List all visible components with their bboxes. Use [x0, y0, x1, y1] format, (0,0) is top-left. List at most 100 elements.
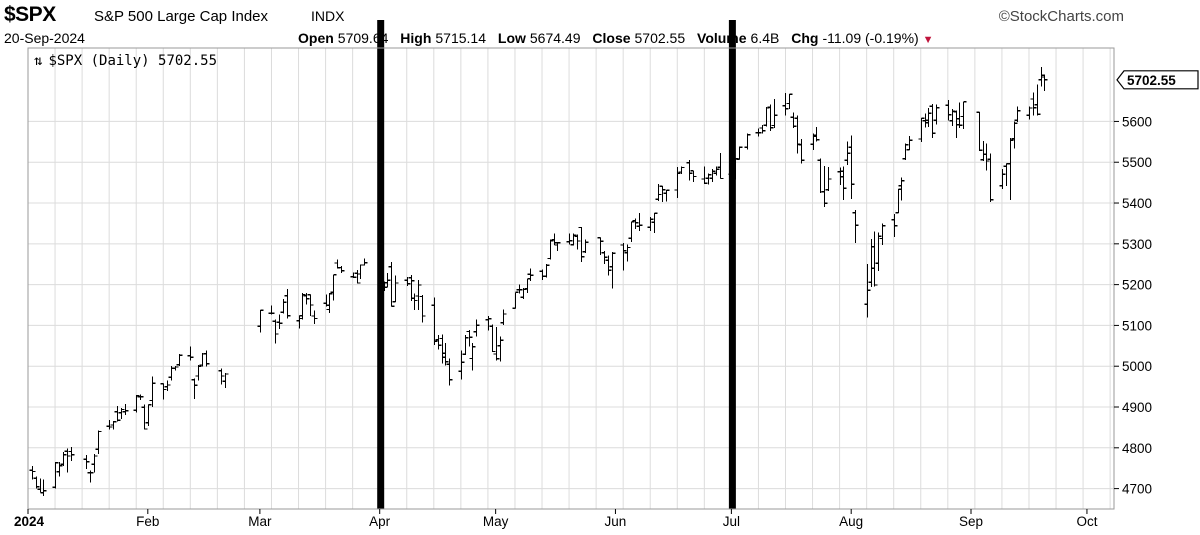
ohlc-bar: [705, 173, 712, 185]
ohlc-bar: [647, 216, 654, 232]
last-price-text: 5702.55: [1127, 73, 1176, 88]
ohlc-bar: [527, 268, 534, 281]
ohlc-bar: [361, 258, 368, 266]
ohlc-bar: [898, 177, 905, 201]
y-tick-label: 4900: [1122, 400, 1152, 415]
ohlc-bar: [195, 364, 202, 381]
ohlc-bar: [543, 264, 550, 278]
ohlc-bar: [578, 226, 585, 262]
ohlc-bar: [524, 278, 531, 293]
ohlc-bar: [875, 232, 882, 272]
grid: [27, 48, 1114, 509]
ohlc-bar: [566, 233, 573, 245]
ohlc-bar: [303, 293, 310, 305]
y-tick-label: 5000: [1122, 359, 1152, 374]
ohlc-bar: [983, 143, 990, 171]
ohlc-bar: [218, 368, 225, 385]
close-label: Close: [592, 30, 631, 46]
x-tick-label: May: [483, 514, 509, 529]
ohlc-bar: [145, 403, 152, 427]
y-tick-label: 4800: [1122, 441, 1152, 456]
ohlc-bar: [582, 239, 589, 253]
ohlc-bar: [257, 309, 264, 333]
ohlc-bar: [83, 455, 90, 470]
ohlc-bar: [160, 383, 167, 400]
ohlc-bar: [33, 476, 40, 489]
ohlc-bar: [929, 103, 936, 138]
ohlc-bar: [848, 135, 855, 199]
ohlc-bar: [299, 293, 306, 320]
ohlc-bar: [1041, 74, 1048, 92]
ohlc-bar: [840, 166, 847, 200]
ohlc-bar: [493, 327, 500, 361]
ohlc-bar: [709, 169, 716, 183]
open-label: Open: [298, 30, 334, 46]
ohlc-bar: [678, 166, 685, 175]
ohlc-bar: [95, 430, 102, 454]
ohlc-bar: [1014, 106, 1021, 122]
ohlc-bar: [655, 183, 662, 201]
y-axis: 4700 4800 4900 5000 5100 5200 5300 5400 5500 5600: [1114, 114, 1152, 497]
ohlc-bar: [686, 160, 693, 181]
chart-header: $SPX S&P 500 Large Cap Index INDX ©Stock…: [0, 0, 1200, 48]
ohlc-bar: [1030, 92, 1037, 116]
y-tick-label: 5600: [1122, 114, 1152, 129]
ohlc-bar: [813, 127, 820, 142]
high-label: High: [400, 30, 432, 46]
ohlc-bar: [852, 209, 859, 244]
ohlc-bar: [906, 136, 913, 151]
ohlc-bar: [690, 170, 697, 182]
ohlc-bar: [771, 98, 778, 128]
ohlc-bar: [307, 294, 314, 317]
ohlc-bar: [871, 231, 878, 287]
ohlc-bar: [91, 453, 98, 473]
ohlc-bar: [404, 276, 411, 286]
marker-lines: [377, 20, 736, 509]
ohlc-bar: [597, 237, 604, 256]
ohlc-bar: [902, 143, 909, 161]
ohlc-bar: [763, 107, 770, 127]
security-name: S&P 500 Large Cap Index: [94, 8, 269, 25]
plot-frame: [27, 47, 1115, 510]
ohlc-bar: [895, 188, 902, 214]
ohlc-bar: [987, 153, 994, 203]
ohlc-bar: [164, 380, 171, 392]
ohlc-bar: [837, 167, 844, 186]
ohlc-bar: [56, 462, 63, 477]
ohlc-bar: [570, 233, 577, 246]
ohlc-bar: [516, 284, 523, 294]
symbol-title: $SPX: [4, 3, 56, 26]
low-label: Low: [497, 30, 526, 46]
ohlc-bar: [68, 446, 75, 461]
ohlc-bar: [539, 269, 546, 281]
ohlc-bar: [821, 165, 828, 208]
ohlc-bar: [636, 213, 643, 232]
ohlc-bar: [651, 212, 658, 233]
ohlc-bar: [458, 350, 465, 380]
ohlc-bar: [354, 269, 361, 284]
ohlc-bar: [601, 251, 608, 265]
ohlc-bar: [357, 264, 364, 279]
ohlc-bar: [620, 243, 627, 271]
change-label: Chg: [791, 30, 819, 46]
ohlc-bar: [489, 324, 496, 353]
price-stats: Open 5709.64 High 5715.14 Low 5674.49 Close…: [298, 30, 933, 46]
ohlc-bar: [864, 264, 871, 318]
ohlc-bar: [384, 273, 391, 288]
ohlc-bar: [767, 104, 774, 132]
open-value: 5709.64: [337, 30, 389, 46]
ohlc-bar: [199, 353, 206, 367]
change-value: -11.09 (-0.19%): [822, 30, 919, 46]
ohlc-bar: [624, 244, 631, 262]
ohlc-bar: [296, 315, 303, 329]
close-value: 5702.55: [634, 30, 686, 46]
ohlc-bar: [439, 334, 446, 364]
y-tick-label: 5200: [1122, 278, 1152, 293]
ohlc-bar: [609, 251, 616, 289]
ohlc-bar: [114, 405, 121, 422]
ohlc-bar: [311, 310, 318, 324]
ohlc-bar: [810, 133, 817, 150]
ohlc-bar: [1026, 106, 1033, 120]
ohlc-bar: [500, 309, 507, 326]
ohlc-bar: [350, 272, 357, 279]
